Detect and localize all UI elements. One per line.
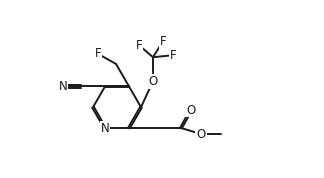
Text: F: F xyxy=(160,35,166,48)
Text: O: O xyxy=(186,103,196,116)
Text: O: O xyxy=(148,75,157,88)
Text: N: N xyxy=(59,80,67,93)
Text: N: N xyxy=(101,122,110,135)
Text: F: F xyxy=(136,39,142,52)
Text: O: O xyxy=(196,127,206,140)
Text: F: F xyxy=(170,49,176,62)
Text: F: F xyxy=(95,47,101,60)
